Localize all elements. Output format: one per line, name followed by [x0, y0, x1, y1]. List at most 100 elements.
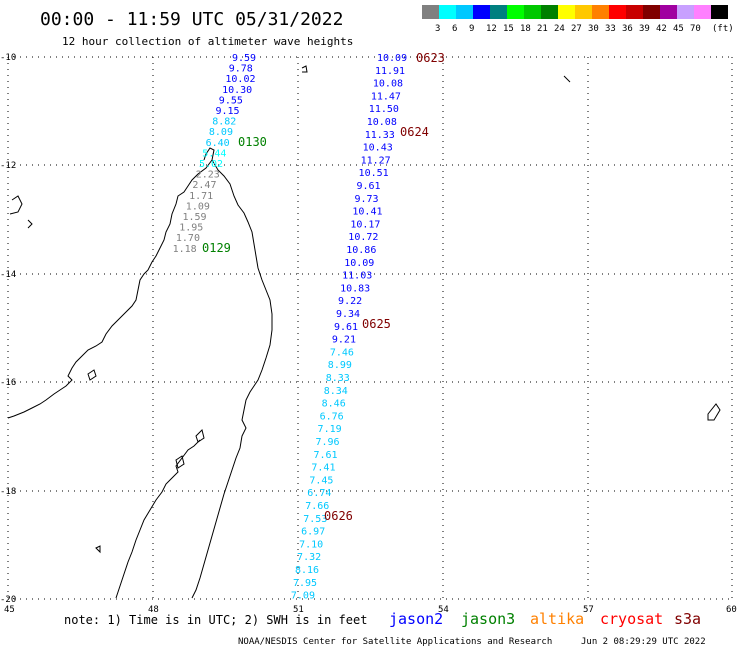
track-b-value: 7.45: [309, 475, 333, 486]
footer-note: note: 1) Time is in UTC; 2) SWH is in fe…: [64, 613, 367, 627]
lat-tick-14: -14: [0, 270, 16, 280]
track-b-value: 8.34: [324, 386, 348, 397]
track-b-value: 10.41: [352, 207, 382, 218]
track-b-value: 9.73: [354, 194, 378, 205]
track-b-value: 8.16: [295, 565, 319, 576]
time-label-0625: 0625: [362, 317, 391, 331]
legend-tick-label: 45: [673, 24, 684, 34]
track-b-value: 8.46: [322, 399, 346, 410]
track-b-value: 10.51: [359, 168, 389, 179]
time-label-0130: 0130: [238, 135, 267, 149]
northern-cape: [203, 147, 215, 161]
footer-credit: NOAA/NESDIS Center for Satellite Applica…: [238, 637, 552, 647]
islet-e: [301, 65, 308, 73]
track-b-value: 9.61: [334, 322, 358, 333]
track-b-value: 10.72: [348, 232, 378, 243]
track-b-value: 10.86: [346, 245, 376, 256]
track-a-value: 6.40: [206, 138, 230, 149]
islet-f: [563, 75, 571, 83]
track-b-value: 9.21: [332, 335, 356, 346]
track-b-value: 6.76: [320, 411, 344, 422]
islet-a: [9, 195, 23, 215]
legend-swatch: [524, 5, 541, 19]
time-label-0626: 0626: [324, 509, 353, 523]
legend-jason2: jason2: [389, 610, 443, 628]
track-b-value: 11.03: [342, 271, 372, 282]
track-a-value: 9.55: [219, 95, 243, 106]
legend-unit: (ft): [712, 24, 734, 34]
islet-i: [195, 429, 205, 443]
color-legend: 3 6 9 12 15 18 21 24 27 30 33 36 39 42 45 70: [422, 5, 728, 34]
legend-tick-label: 30: [588, 24, 599, 34]
legend-tick-label: 9: [469, 24, 474, 34]
lat-tick-20: -20: [0, 595, 16, 605]
legend-swatch: [439, 5, 456, 19]
legend-swatch: [507, 5, 524, 19]
legend-tick-label: 12: [486, 24, 497, 34]
track-a-value: 8.82: [212, 117, 236, 128]
track-b-value: 7.66: [305, 501, 329, 512]
legend-swatch: [558, 5, 575, 19]
legend-swatch: [473, 5, 490, 19]
legend-tick-label: 42: [656, 24, 667, 34]
track-b-value: 7.46: [330, 347, 354, 358]
legend-swatch: [626, 5, 643, 19]
track-a-value: 9.15: [216, 106, 240, 117]
time-label-0129: 0129: [202, 241, 231, 255]
track-b-value: 10.17: [350, 219, 380, 230]
islet-d: [95, 545, 101, 554]
islet-h: [175, 455, 185, 469]
legend-tick-label: 18: [520, 24, 531, 34]
lon-tick-51: 51: [293, 605, 304, 615]
legend-swatch: [575, 5, 592, 19]
legend-swatch: [456, 5, 473, 19]
track-b-value: 11.50: [369, 104, 399, 115]
track-b-value: 11.47: [371, 91, 401, 102]
track-b-value: 7.10: [299, 539, 323, 550]
track-b-value: 7.61: [313, 450, 337, 461]
time-labels: 0623 0624 0625 0626 0130 0129: [202, 51, 445, 523]
legend-swatch: [643, 5, 660, 19]
lat-tick-16: -16: [0, 378, 16, 388]
west-coast-lower: [115, 439, 201, 599]
track-b-value: 9.22: [338, 296, 362, 307]
islet-b: [27, 219, 33, 229]
track-b-value: 10.08: [373, 79, 403, 90]
legend-tick-label: 33: [605, 24, 616, 34]
track-a-value: 1.71: [189, 191, 213, 202]
track-b-value: 7.19: [318, 424, 342, 435]
lon-tick-48: 48: [148, 605, 159, 615]
track-a-value: 1.70: [176, 233, 200, 244]
track-b-value: 11.33: [365, 130, 395, 141]
track-a-value: 1.59: [183, 212, 207, 223]
track-b-value: 10.43: [363, 143, 393, 154]
track-a-value: 5.02: [199, 159, 223, 170]
track-b-value: 7.32: [297, 552, 321, 563]
track-b-value: 7.09: [291, 591, 315, 602]
legend-tick-label: 3: [435, 24, 440, 34]
track-b-value: 10.09: [377, 53, 407, 64]
track-a-value: 1.18: [173, 244, 197, 255]
legend-tick-label: 39: [639, 24, 650, 34]
track-b-value: 11.27: [361, 155, 391, 166]
legend-swatch: [694, 5, 711, 19]
track-a-value: 2.23: [196, 170, 220, 181]
coastline: [7, 65, 721, 599]
track-b-value: 8.99: [328, 360, 352, 371]
track-a-value: 9.59: [232, 53, 256, 64]
track-a-values: 9.599.7810.0210.309.559.158.828.096.405.…: [173, 53, 256, 255]
legend-tick-label: 24: [554, 24, 565, 34]
track-b-value: 10.09: [344, 258, 374, 269]
map-title: 00:00 - 11:59 UTC 05/31/2022: [40, 9, 343, 30]
lat-tick-18: -18: [0, 487, 16, 497]
track-b-value: 7.96: [316, 437, 340, 448]
track-a-value: 2.47: [192, 180, 216, 191]
legend-tick-label: 36: [622, 24, 633, 34]
lat-axis-labels: -10 -12 -14 -16 -18 -20: [0, 53, 16, 605]
footer-timestamp: Jun 2 08:29:29 UTC 2022: [581, 637, 706, 647]
track-b-value: 8.33: [326, 373, 350, 384]
legend-tick-label: 70: [690, 24, 701, 34]
legend-swatch: [541, 5, 558, 19]
time-label-0624: 0624: [400, 125, 429, 139]
